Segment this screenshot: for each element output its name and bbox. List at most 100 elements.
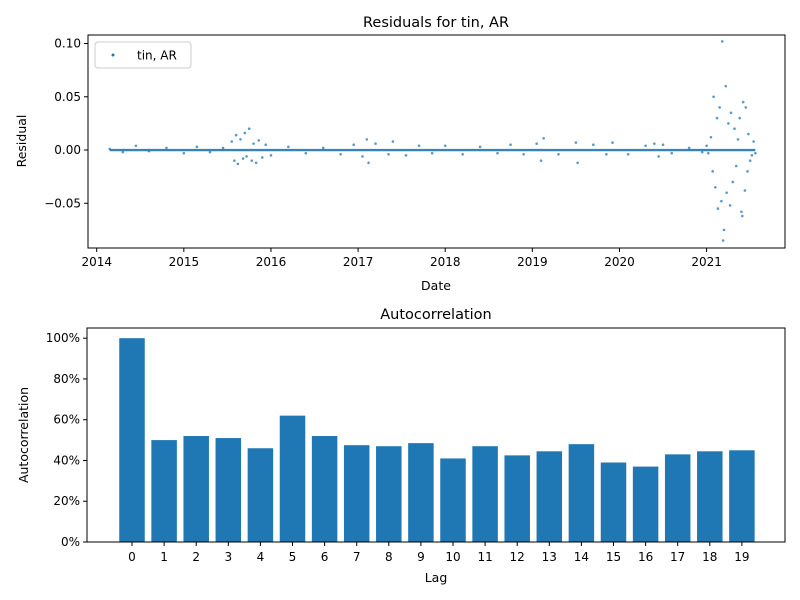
autocorrelation-bar — [472, 446, 498, 542]
residual-point — [165, 146, 168, 150]
residual-point — [252, 142, 255, 145]
residual-point — [387, 152, 390, 156]
residual-point — [417, 144, 421, 148]
residual-point — [724, 84, 728, 88]
y-tick-label: −0.05 — [44, 196, 81, 210]
residual-point — [239, 138, 242, 141]
residuals-x-label: Date — [421, 278, 451, 293]
residual-point — [260, 156, 264, 159]
residual-point — [729, 111, 733, 115]
residual-point — [712, 95, 715, 99]
residual-point — [254, 161, 258, 165]
residual-point — [461, 152, 464, 156]
residual-point — [542, 137, 545, 140]
autocorrelation-bar — [568, 444, 595, 542]
autocorrelation-title: Autocorrelation — [380, 307, 491, 323]
residual-point — [264, 143, 268, 146]
residual-point — [720, 40, 724, 43]
x-tick-label: 2018 — [430, 255, 461, 269]
autocorrelation-bar — [151, 440, 177, 542]
percent-tick-label: 80% — [53, 372, 80, 386]
residual-point — [734, 164, 738, 168]
residual-point — [738, 116, 741, 120]
autocorrelation-bar — [600, 462, 627, 542]
autocorrelation-bar — [215, 438, 242, 542]
residual-point — [250, 159, 254, 162]
residual-point — [236, 162, 240, 166]
autocorrelation-bar — [376, 446, 402, 542]
x-tick-label: 2014 — [81, 255, 112, 269]
lag-tick-label: 17 — [670, 550, 685, 564]
residual-point — [496, 151, 499, 155]
autocorrelation-bar — [343, 445, 370, 542]
percent-tick-label: 20% — [53, 494, 80, 508]
residuals-y-ticks: 0.10 0.05 0.00 −0.05 — [44, 37, 88, 210]
autocorrelation-bar — [440, 458, 466, 542]
residual-point — [670, 151, 674, 155]
autocorrelation-panel: Autocorrelation 0 1 2 3 4 5 6 7 8 9 10 11 12 13 14 15 16… — [16, 307, 786, 585]
autocorrelation-bar — [729, 450, 755, 542]
y-tick-label: 0.10 — [54, 37, 81, 51]
residual-point — [233, 159, 236, 162]
residual-point — [705, 144, 708, 148]
autocorrelation-x-label: Lag — [425, 570, 448, 585]
residual-point — [321, 146, 325, 150]
residuals-y-label: Residual — [14, 115, 29, 168]
autocorrelation-axes-frame — [86, 327, 786, 543]
autocorrelation-bar — [697, 451, 723, 542]
legend-marker — [111, 53, 115, 57]
residual-point — [391, 140, 395, 143]
residual-point — [721, 239, 725, 242]
residual-point — [195, 145, 199, 149]
residual-point — [605, 152, 608, 156]
percent-tick-label: 100% — [46, 331, 80, 345]
residual-point — [509, 143, 512, 146]
residual-point — [208, 150, 212, 154]
lag-tick-label: 1 — [160, 550, 168, 564]
residual-point — [539, 159, 543, 162]
autocorrelation-bar — [183, 436, 209, 542]
residual-point — [147, 149, 151, 153]
residual-point — [747, 132, 750, 136]
x-tick-label: 2015 — [169, 255, 200, 269]
y-tick-label: 0.05 — [54, 90, 81, 104]
lag-tick-label: 16 — [638, 550, 653, 564]
residual-point — [269, 154, 273, 157]
residual-point — [741, 214, 744, 218]
legend-box — [94, 41, 192, 69]
lag-tick-label: 9 — [417, 550, 425, 564]
autocorrelation-y-label: Autocorrelation — [16, 387, 31, 483]
residual-point — [182, 151, 186, 155]
autocorrelation-bar — [664, 454, 691, 542]
residual-point — [592, 143, 595, 146]
x-tick-label: 2019 — [517, 255, 548, 269]
residual-point — [661, 143, 665, 146]
residual-point — [653, 142, 656, 145]
residual-point — [522, 152, 525, 156]
lag-tick-label: 7 — [353, 550, 361, 564]
x-tick-label: 2021 — [691, 255, 722, 269]
autocorrelation-bar — [311, 436, 338, 542]
residual-point — [365, 138, 369, 141]
residual-point — [743, 189, 747, 192]
lag-tick-label: 3 — [224, 550, 232, 564]
residuals-plot-area — [108, 40, 757, 242]
lag-tick-label: 6 — [321, 550, 329, 564]
residuals-axes-frame — [87, 34, 786, 249]
lag-tick-label: 0 — [128, 550, 136, 564]
residual-point — [287, 145, 290, 149]
residual-point — [241, 157, 245, 160]
residual-point — [367, 161, 370, 165]
lag-tick-label: 10 — [445, 550, 460, 564]
autocorrelation-bar — [504, 455, 530, 542]
residual-point — [748, 159, 752, 162]
residual-point — [657, 155, 660, 158]
residual-point — [230, 140, 234, 143]
residual-point — [728, 204, 732, 207]
autocorrelation-x-ticks: 0 1 2 3 4 5 6 7 8 9 10 11 12 13 14 15 16 17 18 19 — [128, 542, 750, 564]
residual-point — [626, 152, 630, 156]
residual-point — [711, 170, 714, 173]
residual-point — [709, 135, 713, 139]
x-tick-label: 2020 — [604, 255, 635, 269]
autocorrelation-bar — [408, 443, 434, 542]
